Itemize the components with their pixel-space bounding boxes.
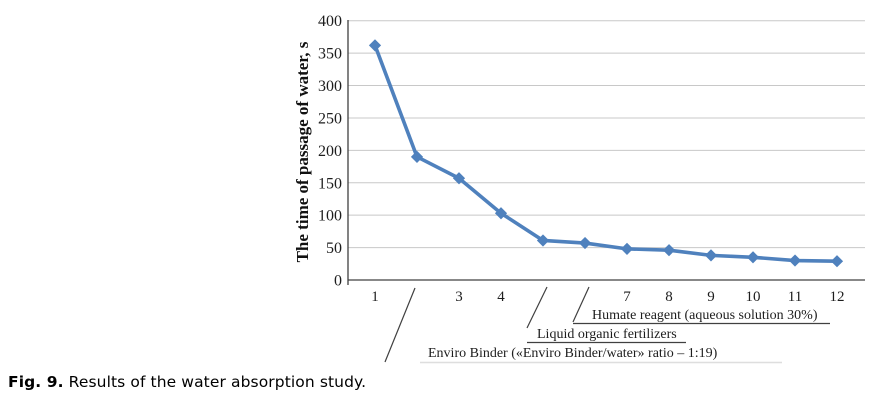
annotation-humate-reagent: Humate reagent (aqueous solution 30%) (572, 286, 830, 325)
liquid-label: Liquid organic fertilizers (537, 327, 677, 342)
data-point-marker-5 (536, 234, 550, 247)
y-axis-tick-labels: 0 50 100 150 200 250 300 350 400 (318, 13, 342, 289)
enviro-label: Enviro Binder («Enviro Binder/water» rat… (428, 346, 718, 361)
x-tick-label-11: 11 (788, 289, 802, 305)
y-axis-title: The time of passage of water, s (293, 41, 312, 262)
y-tick-label-200: 200 (318, 143, 342, 160)
data-point-marker-1 (368, 39, 382, 52)
x-tick-label-8: 8 (665, 289, 673, 305)
data-point-marker-12 (830, 255, 844, 268)
data-point-marker-11 (788, 254, 802, 267)
x-tick-label-1: 1 (371, 289, 379, 305)
data-point-marker-2 (410, 150, 424, 163)
x-tick-label-9: 9 (707, 289, 715, 305)
caption-text: Results of the water absorption study. (63, 373, 367, 391)
y-tick-label-50: 50 (326, 240, 342, 257)
figure-caption: Fig. 9. Results of the water absorption … (8, 373, 366, 391)
x-tick-label-10: 10 (746, 289, 761, 305)
caption-number: Fig. 9. (8, 373, 64, 391)
y-tick-label-0: 0 (334, 273, 342, 290)
data-point-marker-3 (452, 172, 466, 185)
annotation-enviro-binder: Enviro Binder («Enviro Binder/water» rat… (384, 287, 782, 364)
y-tick-label-300: 300 (318, 78, 342, 95)
data-series-line (368, 39, 844, 268)
data-point-marker-6 (578, 236, 592, 250)
x-tick-label-3: 3 (455, 289, 463, 305)
humate-leader-line (572, 286, 590, 323)
data-point-marker-8 (662, 244, 676, 257)
y-tick-label-150: 150 (318, 175, 342, 192)
axes (347, 20, 865, 285)
x-tick-label-4: 4 (497, 289, 505, 305)
gridlines (348, 20, 865, 249)
x-tick-label-12: 12 (830, 289, 845, 305)
y-tick-label-400: 400 (318, 13, 342, 30)
y-tick-label-100: 100 (318, 208, 342, 225)
y-tick-label-250: 250 (318, 110, 342, 127)
annotation-liquid-organic-fertilizers: Liquid organic fertilizers (526, 286, 686, 344)
data-point-marker-7 (620, 242, 634, 255)
enviro-leader-line (384, 287, 416, 363)
data-point-marker-10 (746, 251, 760, 264)
data-point-marker-9 (704, 249, 718, 262)
series-polyline (373, 43, 839, 264)
x-tick-label-7: 7 (623, 289, 631, 305)
humate-label: Humate reagent (aqueous solution 30%) (592, 308, 818, 323)
x-axis-tick-labels: 1 3 4 7 8 9 10 11 12 (371, 289, 844, 305)
data-point-marker-4 (494, 207, 508, 220)
y-tick-label-350: 350 (318, 46, 342, 63)
liquid-leader-line (526, 286, 548, 329)
